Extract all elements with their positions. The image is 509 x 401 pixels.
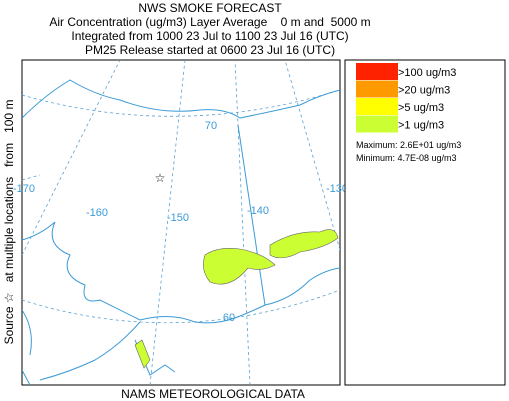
smoke-plume — [203, 248, 276, 285]
subtitle: Air Concentration (ug/m3) Layer Average … — [49, 15, 370, 29]
source-marker: ☆ — [155, 171, 166, 185]
grid-label: -150 — [167, 212, 189, 224]
coastline — [22, 309, 32, 385]
grid-label: 60 — [223, 312, 235, 324]
legend-label: >100 ug/m3 — [398, 67, 456, 79]
grid-label: 70 — [205, 120, 217, 132]
latitude-line — [22, 89, 340, 117]
smoke-plume — [134, 339, 151, 369]
longitude-line — [284, 60, 340, 251]
legend-swatch — [356, 98, 398, 115]
legend-swatch — [356, 115, 398, 133]
legend-frame — [344, 59, 506, 386]
smoke-plume — [269, 229, 339, 259]
title: NWS SMOKE FORECAST — [138, 1, 282, 15]
side-label: Source ☆ at multiple locations from 100 … — [2, 100, 16, 345]
legend-label: >5 ug/m3 — [398, 102, 444, 114]
grid-label: -130 — [326, 183, 348, 195]
longitude-line — [22, 60, 121, 256]
subtitle: PM25 Release started at 0600 23 Jul 16 (… — [85, 43, 335, 57]
border — [237, 124, 266, 306]
map: ☆ 70 -170 -160 -150 -140 -130 60 — [13, 59, 348, 386]
legend-label: >20 ug/m3 — [398, 85, 450, 97]
map-frame — [21, 59, 341, 386]
coastline — [39, 321, 141, 381]
grid-label: -160 — [86, 207, 108, 219]
grid-label: -140 — [247, 205, 269, 217]
longitude-line — [234, 60, 251, 385]
longitude-line — [149, 60, 186, 385]
subtitle: Integrated from 1000 23 Jul to 1100 23 J… — [71, 29, 348, 43]
legend: Maximum: 2.6E+01 ug/m3 Minimum: 4.7E-08 … — [344, 59, 506, 386]
legend-maximum: Maximum: 2.6E+01 ug/m3 — [356, 140, 461, 150]
grid-labels: 70 -170 -160 -150 -140 -130 60 — [13, 120, 348, 324]
footer: NAMS METEOROLOGICAL DATA — [121, 387, 305, 401]
coastline — [22, 221, 340, 324]
latitude-line — [22, 289, 340, 324]
grid-label: -170 — [13, 183, 35, 195]
legend-minimum: Minimum: 4.7E-08 ug/m3 — [356, 153, 457, 163]
legend-swatch — [356, 80, 398, 98]
coastline — [22, 79, 340, 119]
legend-swatch — [356, 63, 398, 80]
legend-label: >1 ug/m3 — [398, 120, 444, 132]
